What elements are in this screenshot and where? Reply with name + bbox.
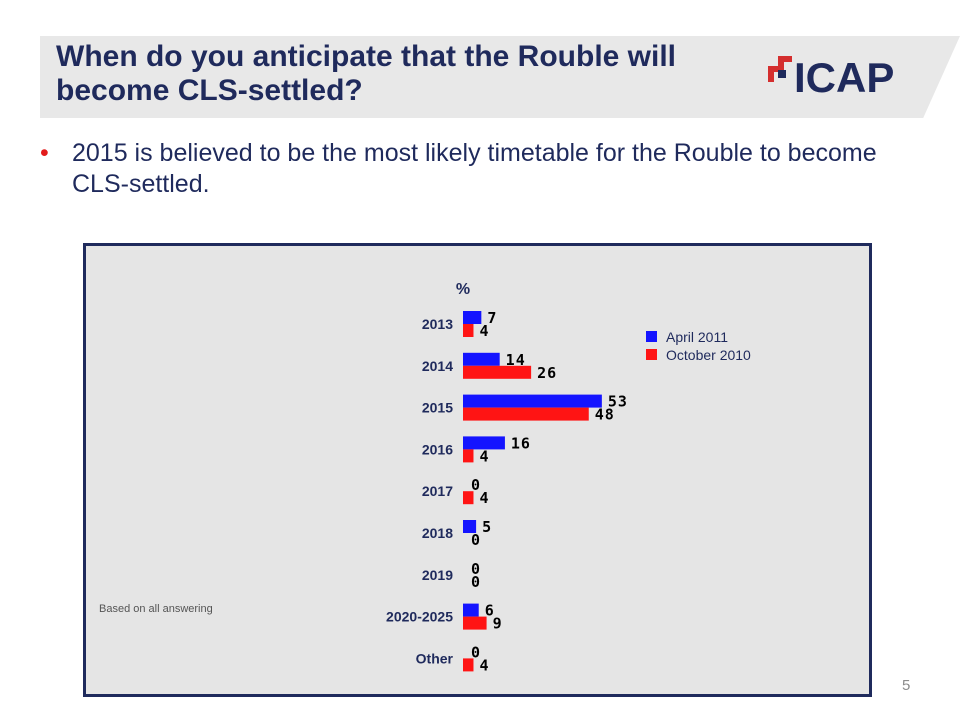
bar-april-2011 (463, 394, 602, 408)
icap-logo: ICAP (762, 48, 912, 101)
category-label: Other (416, 650, 454, 666)
data-label: 7 (487, 309, 497, 327)
logo-mark-icon (768, 56, 792, 82)
data-label: 4 (479, 322, 489, 340)
axis-percent-label: % (456, 281, 470, 298)
data-label: 0 (471, 476, 481, 494)
data-label: 48 (595, 406, 615, 424)
legend-swatch (646, 331, 657, 342)
bar-april-2011 (463, 520, 477, 533)
legend-label: April 2011 (666, 329, 728, 345)
data-label: 4 (479, 489, 489, 507)
data-label: 0 (471, 560, 481, 578)
bar-april-2011 (463, 436, 505, 450)
page-title: When do you anticipate that the Rouble w… (56, 40, 677, 107)
logo-text: ICAP (794, 54, 894, 96)
data-label: 9 (493, 615, 503, 633)
category-label: 2015 (422, 400, 453, 416)
data-label: 6 (485, 602, 495, 620)
bar-april-2011 (463, 311, 482, 324)
data-label: 0 (471, 573, 481, 591)
category-label: 2014 (422, 358, 453, 374)
category-label: 2017 (422, 483, 453, 499)
page-number: 5 (902, 677, 911, 694)
bar-april-2011 (463, 603, 479, 617)
category-label: 2019 (422, 567, 453, 583)
data-label: 4 (479, 447, 489, 465)
bar-october-2010 (463, 324, 474, 337)
data-label: 5 (482, 518, 492, 536)
bar-october-2010 (463, 365, 532, 379)
chart-panel: % 2013 7 4 2014 14 26 2015 53 48 2016 16 4 2017 0 4 201… (83, 243, 872, 697)
bullet-dot: • (40, 139, 49, 167)
bar-october-2010 (463, 407, 589, 421)
title-band (40, 36, 960, 118)
footnote: Based on all answering (99, 603, 213, 615)
category-label: 2016 (422, 441, 453, 457)
category-label: 2018 (422, 525, 453, 541)
bar-october-2010 (463, 491, 474, 505)
data-label: 26 (537, 364, 557, 382)
data-label: 16 (511, 434, 531, 452)
category-label: 2020-2025 (386, 609, 453, 625)
legend-label: October 2010 (666, 347, 751, 363)
data-label: 0 (471, 531, 481, 549)
bar-october-2010 (463, 449, 474, 463)
category-label: 2013 (422, 316, 453, 332)
bullet-item: • 2015 is believed to be the most likely… (40, 138, 900, 200)
data-label: 4 (479, 656, 489, 674)
bullet-text: 2015 is believed to be the most likely t… (72, 139, 877, 198)
legend-swatch (646, 349, 657, 360)
icap-logo-icon: ICAP (768, 54, 894, 101)
data-label: 53 (608, 393, 628, 411)
bar-october-2010 (463, 616, 487, 630)
data-label: 0 (471, 643, 481, 661)
bar-october-2010 (463, 658, 474, 672)
logo-square-icon (778, 70, 786, 78)
data-label: 14 (506, 351, 526, 369)
bar-april-2011 (463, 352, 500, 366)
